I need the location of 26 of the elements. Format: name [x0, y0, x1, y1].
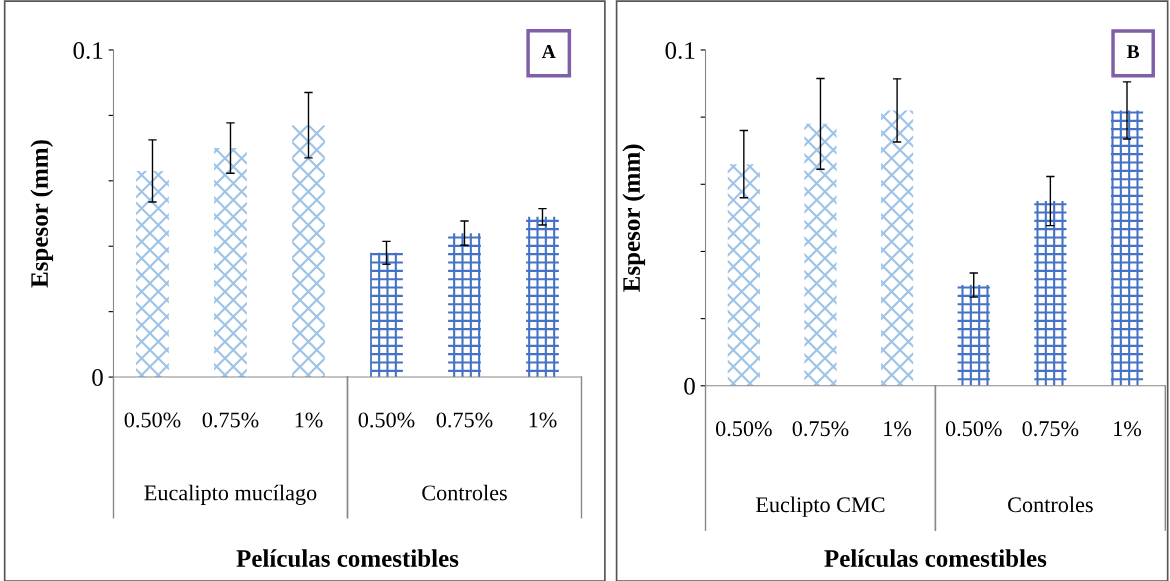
y-tick-label: 0 [684, 377, 695, 395]
annotation: A [541, 45, 556, 58]
x-tick-label: 0.75% [1022, 421, 1079, 437]
y-tick-label: 0 [92, 369, 103, 386]
x-tick-label: 1% [529, 412, 557, 428]
x-tick-label: 1% [1114, 421, 1142, 437]
x-tick-label: 0.75% [792, 421, 849, 437]
x-tick-label: 0.50% [945, 421, 1002, 437]
x-axis-title: Películas comestibles [824, 549, 1047, 567]
x-tick-label: 0.50% [358, 412, 415, 428]
x-axis-title: Películas comestibles [236, 549, 459, 567]
text: Eucalipto mucílago [144, 484, 317, 505]
text: Euclipto CMC [755, 496, 885, 517]
x-tick-label: 0.75% [202, 412, 259, 428]
x-tick-label: 1% [295, 412, 323, 428]
y-axis-title: Espesor (mm) [30, 140, 54, 288]
y-tick-label: 0.1 [665, 42, 695, 59]
annotation: B [1126, 45, 1140, 59]
y-axis-title: Espesor (mm) [622, 144, 646, 292]
x-tick-label: 0.50% [715, 421, 772, 437]
x-tick-label: 1% [884, 421, 912, 437]
y-tick-label: 0.1 [73, 42, 103, 59]
x-tick-label: 0.75% [436, 412, 493, 428]
x-tick-label: 0.50% [124, 412, 181, 428]
text: Controles [1008, 496, 1093, 513]
text: Controles [422, 484, 507, 501]
